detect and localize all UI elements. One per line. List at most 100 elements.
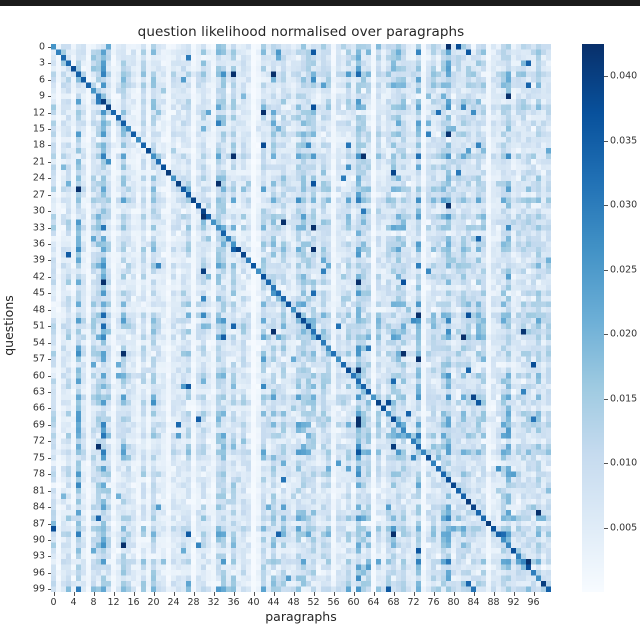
y-tick-label: 48	[32, 304, 45, 316]
x-tick-label: 36	[227, 597, 240, 608]
y-tick-label: 0	[38, 41, 45, 53]
y-tick-mark	[47, 441, 51, 443]
y-tick-label: 33	[32, 222, 45, 234]
x-tick-mark	[373, 592, 375, 596]
colorbar-tick-mark	[604, 140, 608, 142]
y-tick-mark	[47, 227, 51, 229]
x-tick-mark	[413, 592, 415, 596]
x-tick-mark	[353, 592, 355, 596]
x-tick-label: 64	[367, 597, 380, 608]
x-tick-mark	[53, 592, 55, 596]
y-tick-mark	[47, 424, 51, 426]
x-axis-label: paragraphs	[265, 609, 337, 624]
y-tick-mark	[47, 342, 51, 344]
x-tick-label: 24	[167, 597, 180, 608]
x-tick-mark	[133, 592, 135, 596]
y-tick-label: 27	[32, 189, 45, 201]
y-tick-mark	[47, 178, 51, 180]
colorbar-tick-label: 0.020	[610, 328, 638, 340]
colorbar-tick-label: 0.015	[610, 393, 638, 405]
y-tick-mark	[47, 276, 51, 278]
y-tick-mark	[47, 128, 51, 130]
x-tick-label: 0	[50, 597, 57, 608]
y-tick-label: 45	[32, 287, 45, 299]
y-tick-mark	[47, 145, 51, 147]
x-tick-label: 76	[427, 597, 440, 608]
x-tick-mark	[93, 592, 95, 596]
x-tick-mark	[73, 592, 75, 596]
y-tick-label: 63	[32, 386, 45, 398]
x-tick-mark	[293, 592, 295, 596]
colorbar-tick-mark	[604, 398, 608, 400]
y-tick-mark	[47, 359, 51, 361]
y-tick-label: 57	[32, 353, 45, 365]
x-tick-mark	[533, 592, 535, 596]
y-tick-label: 90	[32, 534, 45, 546]
colorbar-tick-label: 0.010	[610, 457, 638, 469]
x-tick-label: 32	[207, 597, 220, 608]
y-tick-label: 9	[38, 90, 45, 102]
x-tick-label: 72	[407, 597, 420, 608]
y-tick-label: 18	[32, 139, 45, 151]
y-tick-label: 6	[38, 74, 45, 86]
y-tick-mark	[47, 589, 51, 591]
heatmap-cells	[51, 44, 551, 592]
y-tick-label: 84	[32, 501, 45, 513]
y-tick-mark	[47, 539, 51, 541]
y-tick-mark	[47, 556, 51, 558]
x-tick-label: 68	[387, 597, 400, 608]
y-tick-mark	[47, 194, 51, 196]
y-tick-label: 21	[32, 156, 45, 168]
x-tick-label: 48	[287, 597, 300, 608]
x-tick-mark	[213, 592, 215, 596]
colorbar-tick-label: 0.005	[610, 522, 638, 534]
y-tick-label: 24	[32, 172, 45, 184]
x-tick-mark	[233, 592, 235, 596]
x-tick-label: 92	[507, 597, 520, 608]
y-tick-label: 69	[32, 419, 45, 431]
y-tick-label: 99	[32, 583, 45, 595]
x-tick-mark	[253, 592, 255, 596]
x-tick-mark	[173, 592, 175, 596]
y-tick-mark	[47, 490, 51, 492]
colorbar-tick-mark	[604, 76, 608, 78]
y-tick-mark	[47, 523, 51, 525]
x-tick-label: 12	[107, 597, 120, 608]
y-tick-label: 54	[32, 337, 45, 349]
x-tick-mark	[193, 592, 195, 596]
x-tick-mark	[113, 592, 115, 596]
y-tick-label: 75	[32, 452, 45, 464]
colorbar-tick-mark	[604, 463, 608, 465]
y-tick-mark	[47, 211, 51, 213]
y-tick-label: 87	[32, 518, 45, 529]
x-tick-label: 16	[127, 597, 140, 608]
y-tick-mark	[47, 79, 51, 81]
x-tick-label: 20	[147, 597, 160, 608]
y-tick-label: 30	[32, 205, 45, 217]
y-tick-mark	[47, 260, 51, 262]
x-tick-label: 28	[187, 597, 200, 608]
chart-title: question likelihood normalised over para…	[137, 24, 465, 40]
y-tick-mark	[47, 63, 51, 65]
colorbar-gradient	[582, 44, 604, 592]
x-tick-label: 44	[267, 597, 280, 608]
colorbar-tick-label: 0.030	[610, 199, 638, 211]
x-tick-label: 96	[527, 597, 540, 608]
x-tick-mark	[433, 592, 435, 596]
y-tick-label: 15	[32, 123, 45, 135]
x-tick-label: 40	[247, 597, 260, 608]
y-tick-mark	[47, 391, 51, 393]
y-tick-label: 39	[32, 254, 45, 266]
x-tick-label: 52	[307, 597, 320, 608]
y-tick-label: 60	[32, 370, 45, 382]
x-tick-mark	[273, 592, 275, 596]
x-tick-mark	[393, 592, 395, 596]
x-tick-label: 60	[347, 597, 360, 608]
x-tick-label: 4	[70, 597, 77, 608]
window-top-bar	[0, 0, 640, 6]
y-tick-label: 72	[32, 435, 45, 447]
y-tick-mark	[47, 326, 51, 328]
x-tick-mark	[333, 592, 335, 596]
